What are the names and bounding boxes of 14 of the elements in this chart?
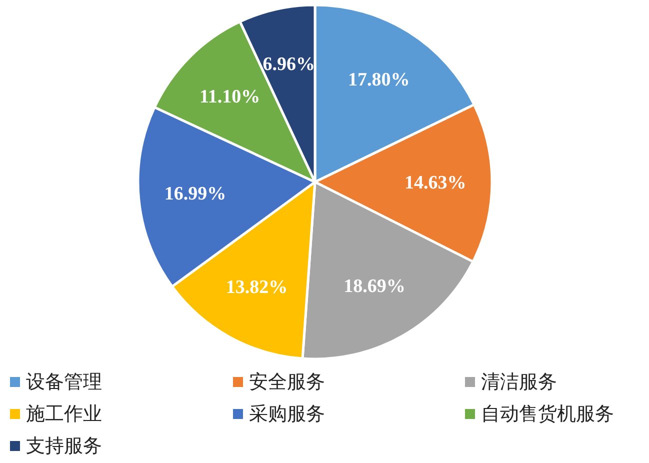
legend-label: 采购服务 xyxy=(249,403,325,425)
data-label: 16.99% xyxy=(164,183,226,204)
data-label: 6.96% xyxy=(262,54,316,76)
legend-label: 设备管理 xyxy=(26,371,102,393)
legend-label: 支持服务 xyxy=(26,435,102,457)
legend-label: 自动售货机服务 xyxy=(481,403,614,425)
data-label: 11.10% xyxy=(199,86,260,108)
legend-label: 清洁服务 xyxy=(481,371,557,393)
data-label: 13.82% xyxy=(226,276,288,298)
legend-label: 安全服务 xyxy=(249,371,325,393)
data-label: 17.80% xyxy=(348,69,410,90)
legend-label: 施工作业 xyxy=(26,403,102,425)
data-label: 18.69% xyxy=(344,276,406,298)
data-label: 14.63% xyxy=(404,172,466,194)
